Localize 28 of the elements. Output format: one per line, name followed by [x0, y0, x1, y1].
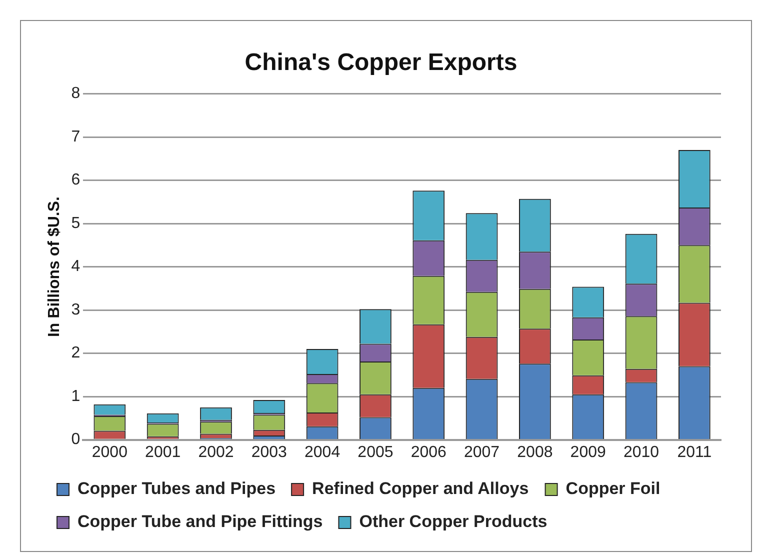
y-axis-title: In Billions of $U.S. — [46, 196, 64, 338]
legend-label: Other Copper Products — [359, 512, 548, 532]
y-tick-label: 2 — [71, 344, 80, 362]
y-tick-label: 0 — [71, 431, 80, 448]
x-tick-label: 2002 — [198, 444, 234, 461]
x-tick-label: 2008 — [517, 444, 553, 461]
x-tick-label: 2000 — [92, 444, 128, 461]
x-tick-label: 2006 — [410, 444, 447, 461]
x-tick-label: 2010 — [623, 444, 660, 461]
legend-label: Refined Copper and Alloys — [312, 479, 529, 498]
y-tick-label: 3 — [71, 301, 80, 318]
y-tick-label: 6 — [71, 172, 80, 189]
x-tick-label: 2004 — [304, 444, 340, 461]
y-tick-label: 4 — [71, 258, 80, 276]
legend-label: Copper Tubes and Pipes — [78, 479, 276, 498]
x-tick-label: 2005 — [358, 444, 394, 461]
y-tick-label: 5 — [71, 214, 80, 232]
x-tick-label: 2003 — [251, 444, 288, 461]
x-tick-label: 2011 — [677, 444, 712, 461]
y-tick-label: 7 — [71, 128, 80, 146]
x-tick-label: 2007 — [464, 444, 500, 461]
x-tick-label: 2001 — [145, 444, 181, 461]
x-tick-label: 2009 — [570, 444, 606, 461]
legend-label: Copper Tube and Pipe Fittings — [78, 512, 323, 532]
y-tick-label: 8 — [71, 85, 80, 102]
y-tick-label: 1 — [71, 388, 80, 405]
chart-title: China's Copper Exports — [244, 49, 518, 76]
legend-label: Copper Foil — [566, 479, 660, 498]
